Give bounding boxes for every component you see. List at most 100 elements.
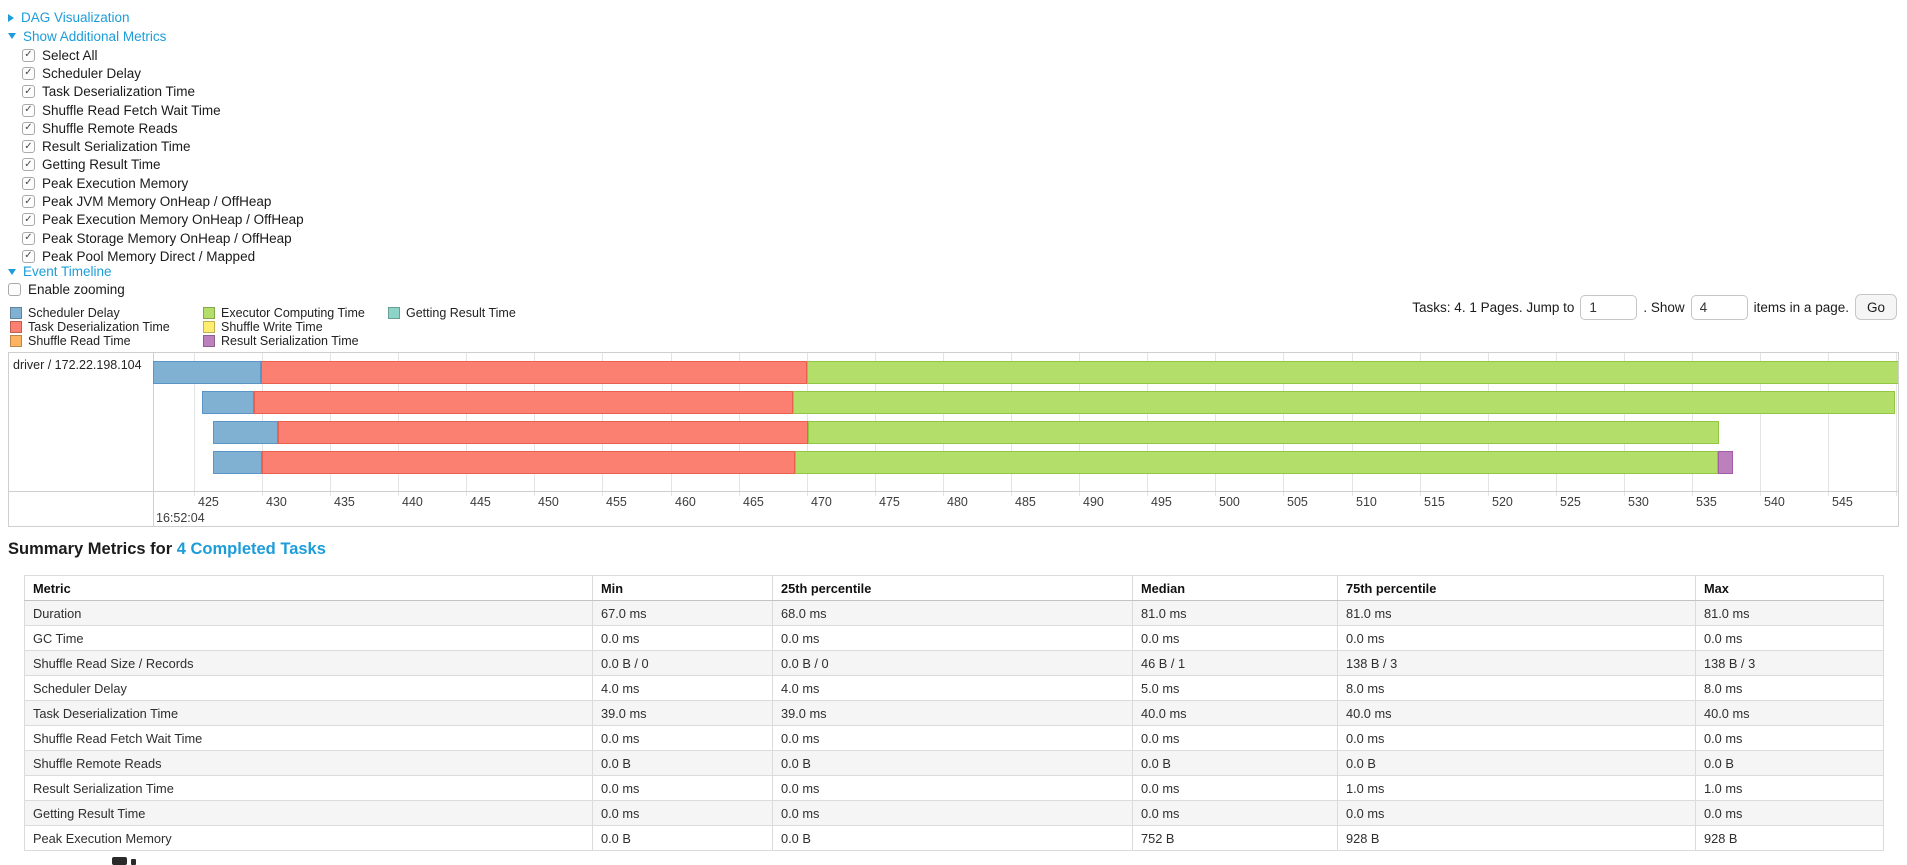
- task-bar-segment-scheduler_delay[interactable]: [202, 391, 254, 414]
- items-per-page-input[interactable]: [1690, 294, 1748, 320]
- toggle-show-additional-metrics[interactable]: Show Additional Metrics: [8, 28, 166, 45]
- enable-zooming-checkbox[interactable]: Enable zooming: [8, 280, 125, 298]
- legend-item-executor_computing: Executor Computing Time: [203, 305, 365, 320]
- metric-checkbox-scheduler-delay[interactable]: ✓ Scheduler Delay: [22, 64, 304, 82]
- legend-label: Executor Computing Time: [221, 305, 365, 320]
- jump-to-page-input[interactable]: [1580, 294, 1638, 320]
- task-bar-segment-scheduler_delay[interactable]: [213, 451, 262, 474]
- checkbox-label: Peak Pool Memory Direct / Mapped: [42, 248, 256, 264]
- axis-tick-label: 470: [811, 495, 832, 509]
- checkbox-icon[interactable]: ✓: [22, 140, 35, 154]
- checkbox-icon[interactable]: ✓: [22, 103, 35, 117]
- metric-value-cell: 8.0 ms: [1695, 675, 1884, 701]
- metric-name-cell: Scheduler Delay: [24, 675, 593, 701]
- task-bar-segment-scheduler_delay[interactable]: [213, 421, 278, 444]
- checkbox-icon[interactable]: ✓: [22, 213, 35, 227]
- checkbox-icon[interactable]: ✓: [22, 121, 35, 135]
- metric-checkbox-peak-jvm-memory-onheap-offheap[interactable]: ✓ Peak JVM Memory OnHeap / OffHeap: [22, 192, 304, 210]
- metric-value-cell: 0.0 ms: [772, 800, 1133, 826]
- metric-checkbox-list: ✓ Select All ✓ Scheduler Delay ✓ Task Deseria…: [22, 46, 304, 266]
- checkbox-label: Peak JVM Memory OnHeap / OffHeap: [42, 194, 272, 210]
- task-bar-segment-task_deserialization[interactable]: [278, 421, 808, 444]
- summary-metrics-table: Metric Min 25th percentile Median 75th perce…: [24, 575, 1884, 851]
- metric-value-cell: 0.0 ms: [592, 800, 773, 826]
- metric-name-cell: Result Serialization Time: [24, 775, 593, 801]
- checkbox-icon[interactable]: ✓: [22, 66, 35, 80]
- checkbox-icon[interactable]: ✓: [22, 158, 35, 172]
- task-bar-segment-scheduler_delay[interactable]: [153, 361, 261, 384]
- task-bar-segment-executor_computing[interactable]: [793, 391, 1895, 414]
- task-bar-segment-task_deserialization[interactable]: [261, 361, 807, 384]
- axis-separator-line: [9, 491, 1898, 492]
- legend-swatch-result_serialization: [203, 334, 215, 347]
- pagination-suffix: items in a page.: [1753, 299, 1849, 315]
- checkbox-icon[interactable]: ✓: [22, 85, 35, 99]
- toggle-dag-visualization[interactable]: DAG Visualization: [8, 9, 130, 26]
- metric-value-cell: 0.0 B: [1337, 750, 1696, 776]
- checkbox-icon[interactable]: ✓: [22, 195, 35, 209]
- axis-tick-label: 520: [1492, 495, 1513, 509]
- metric-value-cell: 0.0 ms: [772, 775, 1133, 801]
- metric-checkbox-result-serialization-time[interactable]: ✓ Result Serialization Time: [22, 137, 304, 155]
- checkbox-label: Peak Execution Memory: [42, 175, 189, 191]
- metric-value-cell: 1.0 ms: [1695, 775, 1884, 801]
- metric-value-cell: 5.0 ms: [1132, 675, 1338, 701]
- metric-value-cell: 928 B: [1337, 825, 1696, 851]
- legend-label: Getting Result Time: [406, 305, 516, 320]
- metric-checkbox-peak-execution-memory-onheap-offheap[interactable]: ✓ Peak Execution Memory OnHeap / OffHeap: [22, 211, 304, 229]
- metric-checkbox-task-deserialization-time[interactable]: ✓ Task Deserialization Time: [22, 83, 304, 101]
- metric-value-cell: 0.0 B / 0: [772, 650, 1133, 676]
- task-bar-segment-executor_computing[interactable]: [808, 421, 1719, 444]
- metric-checkbox-shuffle-remote-reads[interactable]: ✓ Shuffle Remote Reads: [22, 119, 304, 137]
- metric-checkbox-peak-pool-memory-direct-mapped[interactable]: ✓ Peak Pool Memory Direct / Mapped: [22, 247, 304, 265]
- axis-tick-label: 500: [1219, 495, 1240, 509]
- column-header-median: Median: [1132, 575, 1338, 601]
- toggle-event-timeline[interactable]: Event Timeline: [8, 263, 112, 280]
- axis-date-label: 16:52:04: [156, 511, 205, 525]
- metric-value-cell: 0.0 ms: [592, 775, 773, 801]
- table-row: GC Time 0.0 ms 0.0 ms 0.0 ms 0.0 ms 0.0 ms: [24, 625, 1884, 651]
- metric-checkbox-select-all[interactable]: ✓ Select All: [22, 46, 304, 64]
- metric-checkbox-shuffle-read-fetch-wait-time[interactable]: ✓ Shuffle Read Fetch Wait Time: [22, 101, 304, 119]
- checkbox-icon[interactable]: ✓: [22, 231, 35, 245]
- column-header-25th-percentile: 25th percentile: [772, 575, 1133, 601]
- legend-swatch-executor_computing: [203, 306, 215, 319]
- legend-item-shuffle_write: Shuffle Write Time: [203, 320, 323, 334]
- metric-value-cell: 0.0 ms: [1337, 625, 1696, 651]
- checkbox-icon[interactable]: ✓: [22, 176, 35, 190]
- clipped-next-section-fragment: [112, 857, 127, 865]
- axis-tick-label: 475: [879, 495, 900, 509]
- task-bar-segment-executor_computing[interactable]: [795, 451, 1718, 474]
- task-bar-segment-executor_computing[interactable]: [807, 361, 1898, 384]
- metric-value-cell: 0.0 ms: [1695, 800, 1884, 826]
- summary-metrics-heading: Summary Metrics for 4 Completed Tasks: [8, 540, 326, 559]
- metric-value-cell: 1.0 ms: [1337, 775, 1696, 801]
- axis-gridline: [194, 353, 195, 496]
- metric-value-cell: 0.0 ms: [1695, 725, 1884, 751]
- metric-checkbox-peak-storage-memory-onheap-offheap[interactable]: ✓ Peak Storage Memory OnHeap / OffHeap: [22, 229, 304, 247]
- metric-value-cell: 0.0 ms: [1337, 725, 1696, 751]
- metric-value-cell: 0.0 ms: [1132, 725, 1338, 751]
- task-bar-segment-task_deserialization[interactable]: [262, 451, 795, 474]
- metric-checkbox-peak-execution-memory[interactable]: ✓ Peak Execution Memory: [22, 174, 304, 192]
- checkbox-icon[interactable]: ✓: [22, 48, 35, 62]
- axis-gridline: [1896, 353, 1897, 496]
- axis-tick-label: 465: [743, 495, 764, 509]
- metric-value-cell: 68.0 ms: [772, 600, 1133, 626]
- axis-tick-label: 510: [1356, 495, 1377, 509]
- table-row: Shuffle Read Fetch Wait Time 0.0 ms 0.0 ms…: [24, 725, 1884, 751]
- task-bar-segment-task_deserialization[interactable]: [254, 391, 793, 414]
- metric-value-cell: 0.0 ms: [1695, 625, 1884, 651]
- metric-value-cell: 928 B: [1695, 825, 1884, 851]
- legend-label: Task Deserialization Time: [28, 319, 170, 334]
- checkbox-icon[interactable]: [8, 282, 21, 296]
- metric-value-cell: 40.0 ms: [1132, 700, 1338, 726]
- go-button[interactable]: Go: [1854, 294, 1897, 320]
- checkbox-label: Result Serialization Time: [42, 139, 191, 155]
- checkbox-icon[interactable]: ✓: [22, 249, 35, 263]
- completed-tasks-link[interactable]: 4 Completed Tasks: [176, 540, 326, 558]
- metric-checkbox-getting-result-time[interactable]: ✓ Getting Result Time: [22, 156, 304, 174]
- task-bar-segment-result_serialization[interactable]: [1718, 451, 1733, 474]
- metric-value-cell: 0.0 B: [1695, 750, 1884, 776]
- checkbox-label: Shuffle Remote Reads: [42, 120, 178, 136]
